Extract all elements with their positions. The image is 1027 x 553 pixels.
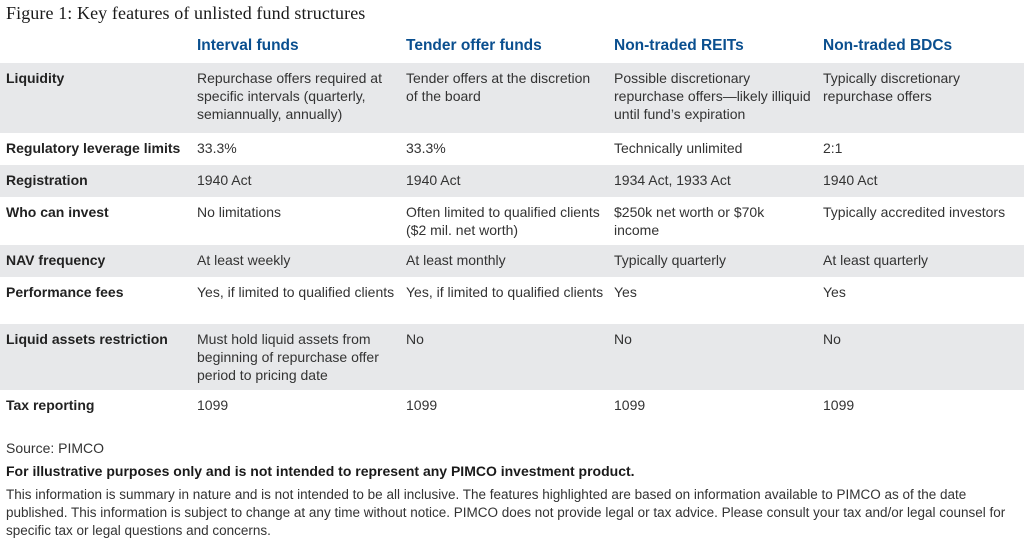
table-cell: 33.3% xyxy=(406,140,446,156)
table-row: NAV frequency At least weekly At least m… xyxy=(0,245,1024,277)
table-cell: 1099 xyxy=(406,397,438,413)
row-label-liquid-assets: Liquid assets restriction xyxy=(0,324,191,390)
table-cell: $250k net worth or $70k income xyxy=(614,204,765,238)
table-row: Tax reporting 1099 1099 1099 1099 xyxy=(0,390,1024,422)
table-cell: Tender offers at the discretion of the b… xyxy=(400,63,608,133)
table-cell: 33.3% xyxy=(197,140,237,156)
table-cell: 2:1 xyxy=(823,140,843,156)
table-cell: 1940 Act xyxy=(817,165,1024,197)
table-cell: Yes, if limited to qualified clients xyxy=(197,284,395,300)
column-header-interval-funds: Interval funds xyxy=(197,37,299,54)
table-row: Liquidity Repurchase offers required at … xyxy=(0,63,1024,133)
table-row: Performance fees Yes, if limited to qual… xyxy=(0,277,1024,324)
header-row: Interval funds Tender offer funds Non-tr… xyxy=(0,33,1024,63)
table-cell: 1940 Act xyxy=(400,165,608,197)
table-row: Liquid assets restriction Must hold liqu… xyxy=(0,324,1024,390)
table-cell: At least monthly xyxy=(400,245,608,277)
legal-note: This information is summary in nature an… xyxy=(6,487,1006,538)
table-cell: 1940 Act xyxy=(191,165,400,197)
table-cell: Possible discretionary repurchase offers… xyxy=(608,63,817,133)
table-row: Who can invest No limitations Often limi… xyxy=(0,197,1024,245)
row-label-leverage: Regulatory leverage limits xyxy=(6,140,181,156)
table-cell: Typically discretionary repurchase offer… xyxy=(817,63,1024,133)
column-header-tender-offer-funds: Tender offer funds xyxy=(406,37,542,54)
table-cell: No xyxy=(400,324,608,390)
table-cell: Typically accredited investors xyxy=(823,204,1006,220)
table-cell: Technically unlimited xyxy=(614,140,743,156)
column-header-non-traded-reits: Non-traded REITs xyxy=(614,37,744,54)
table-cell: Yes, if limited to qualified clients xyxy=(406,284,604,300)
table-cell: Repurchase offers required at specific i… xyxy=(191,63,400,133)
table-cell: No xyxy=(817,324,1024,390)
figure-title: Figure 1: Key features of unlisted fund … xyxy=(6,3,366,23)
table-row: Registration 1940 Act 1940 Act 1934 Act,… xyxy=(0,165,1024,197)
table-cell: 1099 xyxy=(197,397,229,413)
table-row: Regulatory leverage limits 33.3% 33.3% T… xyxy=(0,133,1024,165)
table-cell: Yes xyxy=(823,284,846,300)
column-header-non-traded-bdcs: Non-traded BDCs xyxy=(823,37,953,54)
table-cell: Often limited to qualified clients ($2 m… xyxy=(406,204,600,238)
table-cell: 1099 xyxy=(614,397,646,413)
table-cell: No xyxy=(608,324,817,390)
row-label-liquidity: Liquidity xyxy=(0,63,191,133)
header-corner xyxy=(0,33,191,63)
row-label-performance-fees: Performance fees xyxy=(6,284,124,300)
disclaimer: For illustrative purposes only and is no… xyxy=(6,463,635,479)
table-cell: 1099 xyxy=(823,397,855,413)
table-cell: Yes xyxy=(614,284,637,300)
table-cell: Must hold liquid assets from beginning o… xyxy=(191,324,400,390)
row-label-tax-reporting: Tax reporting xyxy=(6,397,95,413)
row-label-who-can-invest: Who can invest xyxy=(6,204,109,220)
table-cell: At least quarterly xyxy=(817,245,1024,277)
source-note: Source: PIMCO xyxy=(6,440,105,456)
row-label-registration: Registration xyxy=(0,165,191,197)
table-cell: At least weekly xyxy=(191,245,400,277)
row-label-nav-frequency: NAV frequency xyxy=(0,245,191,277)
table-cell: Typically quarterly xyxy=(608,245,817,277)
table-cell: 1934 Act, 1933 Act xyxy=(608,165,817,197)
table-cell: No limitations xyxy=(197,204,282,220)
features-table: Interval funds Tender offer funds Non-tr… xyxy=(0,33,1024,422)
